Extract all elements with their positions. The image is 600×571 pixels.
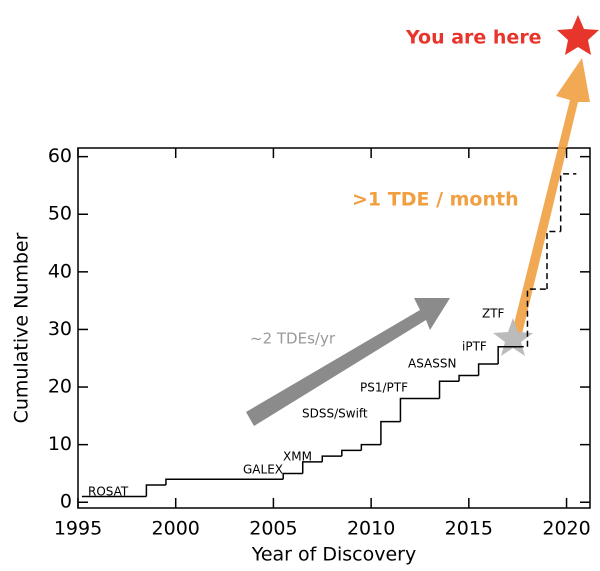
step-segment	[165, 478, 284, 485]
gray-star	[493, 318, 533, 356]
step-segment	[282, 472, 303, 480]
red-star	[557, 15, 599, 55]
annotation: GALEX	[243, 463, 283, 477]
annotation: PS1/PTF	[360, 381, 408, 395]
step-segment	[559, 173, 577, 232]
annotation: XMM	[283, 450, 312, 464]
y-axis-label: Cumulative Number	[11, 232, 33, 423]
annotation: ROSAT	[88, 485, 129, 499]
annotation: ~2 TDEs/yr	[250, 330, 336, 348]
x-tick-label: 2020	[542, 518, 590, 540]
step-segment	[497, 345, 518, 364]
step-segment	[477, 363, 499, 376]
step-segment	[526, 288, 548, 347]
plot-frame	[77, 147, 591, 509]
step-segment	[321, 455, 342, 462]
annotation: ZTF	[482, 307, 505, 321]
annotation: SDSS/Swift	[302, 407, 368, 421]
x-tick-label: 2000	[152, 518, 200, 540]
x-tick-label: 1995	[54, 518, 102, 540]
y-tick-label: 10	[48, 433, 72, 455]
annotation: ASASSN	[408, 357, 456, 371]
step-segment	[145, 484, 166, 497]
step-segment	[546, 230, 561, 290]
x-tick-label: 2015	[445, 518, 493, 540]
annotation: You are here	[405, 27, 542, 49]
y-tick-label: 30	[48, 318, 72, 340]
x-axis-label: Year of Discovery	[251, 544, 417, 566]
step-segment	[341, 449, 362, 457]
orange-arrow	[512, 58, 590, 334]
step-segment	[360, 443, 381, 451]
step-segment	[399, 397, 440, 422]
annotation: iPTF	[462, 340, 487, 354]
y-tick-label: 20	[48, 376, 72, 398]
y-tick-label: 40	[48, 260, 72, 282]
x-tick-label: 2005	[249, 518, 297, 540]
step-segment	[438, 380, 460, 399]
y-tick-label: 0	[60, 491, 72, 513]
annotation: >1 TDE / month	[352, 189, 519, 211]
gray-arrow	[246, 298, 450, 426]
step-segment	[301, 461, 323, 474]
step-segment	[380, 420, 401, 445]
step-segment	[458, 374, 479, 382]
y-tick-label: 50	[48, 203, 72, 225]
x-tick-label: 2010	[347, 518, 395, 540]
y-tick-label: 60	[48, 145, 72, 167]
